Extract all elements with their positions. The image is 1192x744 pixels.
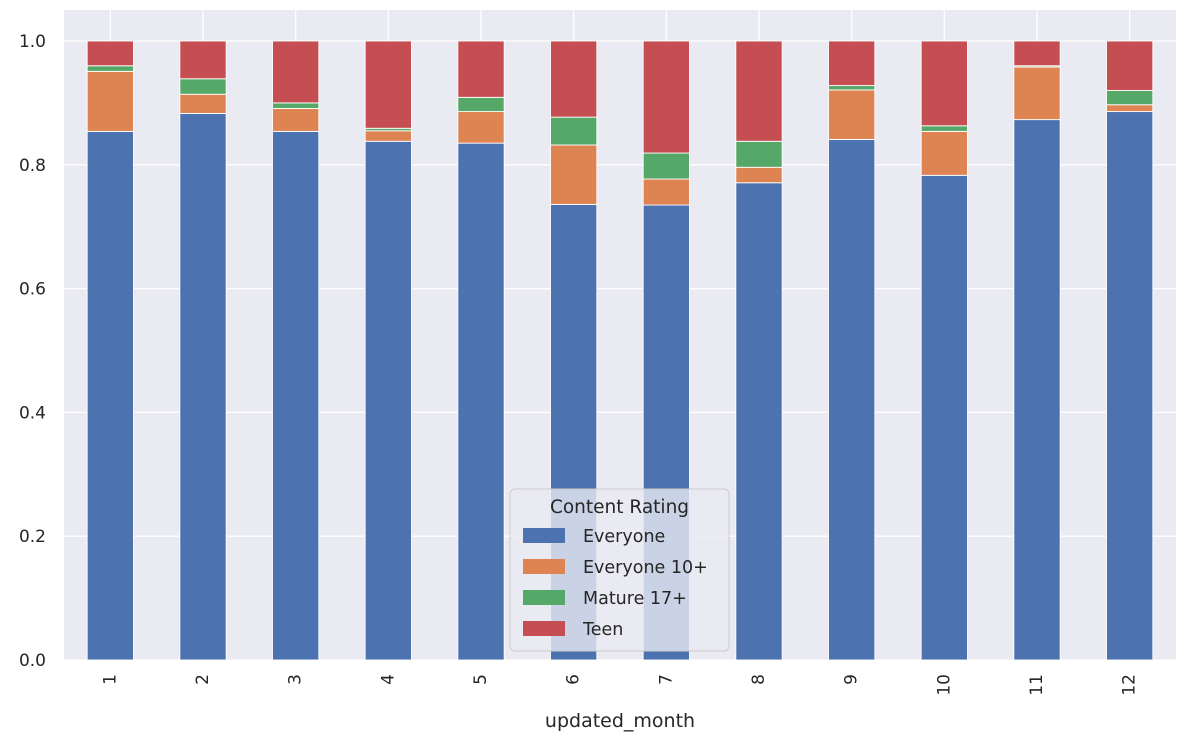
- bar-segment: [86, 65, 134, 72]
- bar-segment: [828, 85, 876, 91]
- bar-segment: [550, 144, 598, 205]
- bar-segment: [457, 142, 505, 661]
- bar-segment: [1106, 40, 1154, 91]
- bar-segment: [1013, 40, 1061, 67]
- x-tick-label: 7: [656, 674, 676, 685]
- bar-segment: [1013, 119, 1061, 661]
- legend-label: Everyone: [583, 527, 665, 547]
- bar-segment: [364, 40, 412, 129]
- y-tick-label: 1.0: [19, 32, 46, 52]
- bar-segment: [1106, 111, 1154, 661]
- bar-segment: [550, 40, 598, 118]
- bar-segment: [642, 40, 690, 154]
- bar-segment: [828, 89, 876, 140]
- bar-segment: [1013, 66, 1061, 121]
- bar-segment: [828, 138, 876, 661]
- bar-segment: [86, 130, 134, 661]
- bar-segment: [920, 125, 968, 132]
- x-tick-label: 2: [193, 674, 213, 685]
- bar-segment: [920, 174, 968, 661]
- y-tick-label: 0.4: [19, 403, 46, 423]
- legend-label: Mature 17+: [583, 589, 687, 609]
- bar-segment: [457, 96, 505, 113]
- bar-segment: [828, 40, 876, 87]
- x-tick-label: 4: [378, 674, 398, 685]
- y-axis-ticks: 0.0 0.2 0.4 0.6 0.8 1.0: [19, 32, 46, 671]
- bar-segment: [920, 130, 968, 176]
- x-tick-label: 12: [1120, 674, 1140, 696]
- legend-swatch: [523, 528, 565, 543]
- x-tick-label: 6: [564, 674, 584, 685]
- legend-swatch: [523, 590, 565, 605]
- bar-segment: [735, 166, 783, 184]
- y-tick-label: 0.0: [19, 651, 46, 671]
- bar-segment: [179, 40, 227, 80]
- bar-segment: [457, 111, 505, 144]
- bar-segment: [735, 40, 783, 142]
- bar-segment: [642, 152, 690, 180]
- y-tick-label: 0.2: [19, 527, 46, 547]
- x-tick-label: 1: [100, 674, 120, 685]
- legend-label: Everyone 10+: [583, 558, 708, 578]
- y-tick-label: 0.8: [19, 156, 46, 176]
- x-tick-label: 5: [471, 674, 491, 685]
- x-tick-label: 10: [934, 674, 954, 696]
- bar-segment: [1106, 104, 1154, 113]
- bar-segment: [1106, 90, 1154, 106]
- x-tick-label: 3: [286, 674, 306, 685]
- bar-segment: [179, 112, 227, 661]
- legend-items: Everyone Everyone 10+ Mature 17+ Teen: [523, 527, 708, 640]
- bar-segment: [920, 40, 968, 127]
- x-tick-label: 11: [1027, 674, 1047, 696]
- bar-segment: [179, 78, 227, 95]
- bar-segment: [272, 40, 320, 104]
- bar-segment: [735, 140, 783, 168]
- legend-swatch: [523, 559, 565, 574]
- bar-segment: [457, 40, 505, 98]
- bars: [86, 40, 1154, 661]
- bar-segment: [179, 93, 227, 114]
- bar-segment: [364, 130, 412, 142]
- x-axis-label: updated_month: [545, 710, 695, 732]
- x-tick-label: 9: [842, 674, 862, 685]
- bar-segment: [272, 108, 320, 132]
- y-tick-label: 0.6: [19, 280, 46, 300]
- bar-segment: [550, 116, 598, 146]
- x-axis-ticks: 1 2 3 4 5 6 7 8 9 10 11 12: [100, 674, 1139, 696]
- bar-segment: [735, 182, 783, 661]
- bar-segment: [272, 102, 320, 109]
- bar-segment: [642, 178, 690, 206]
- legend-swatch: [523, 621, 565, 636]
- legend-label: Teen: [582, 620, 623, 640]
- bar-segment: [86, 40, 134, 67]
- legend: Content Rating Everyone Everyone 10+ Matur…: [509, 488, 730, 652]
- x-tick-label: 8: [749, 674, 769, 685]
- legend-title: Content Rating: [550, 497, 689, 518]
- bar-segment: [272, 130, 320, 661]
- bar-segment: [364, 140, 412, 661]
- bar-segment: [86, 70, 134, 132]
